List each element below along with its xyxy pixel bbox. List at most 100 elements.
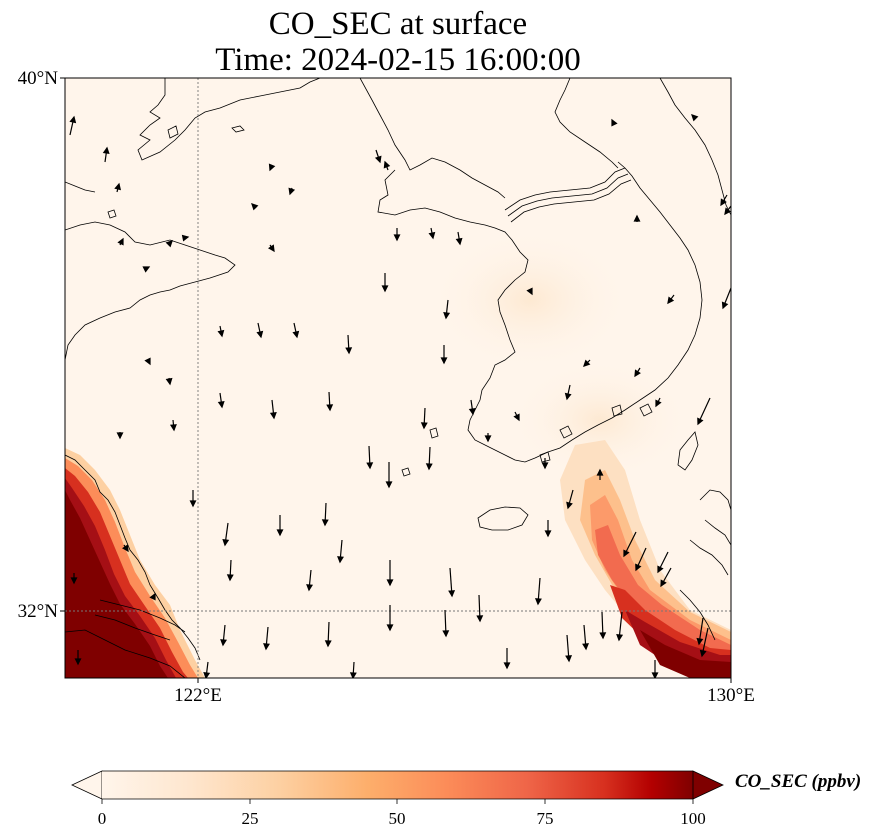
colorbar-tick: 50 xyxy=(389,809,406,828)
wind-arrow-head xyxy=(440,357,448,365)
colorbar-tick: 0 xyxy=(98,809,107,828)
lon-label-122e: 122°E xyxy=(174,685,222,706)
wind-arrow-head xyxy=(468,407,476,416)
wind-arrow-head xyxy=(117,237,124,246)
wind-arrow-head xyxy=(596,468,604,476)
wind-arrow-head xyxy=(306,584,314,592)
wind-arrow-head xyxy=(70,577,78,585)
wind-arrow-head xyxy=(667,296,675,305)
wind-arrow-head xyxy=(165,240,173,248)
colorbar-ramp xyxy=(102,771,693,799)
wind-arrow-head xyxy=(651,672,659,678)
wind-arrow-head xyxy=(657,565,664,574)
wind-arrow-head xyxy=(425,463,433,471)
wind-arrow-head xyxy=(448,590,456,598)
wind-arrow-head xyxy=(220,639,228,647)
wind-arrow-head xyxy=(114,182,122,191)
wind-arrow-head xyxy=(443,312,451,320)
wind-arrow-head xyxy=(324,640,332,648)
coastlines xyxy=(65,78,731,678)
lat-label-32n: 32°N xyxy=(18,601,59,622)
wind-arrow-head xyxy=(534,598,542,606)
wind-arrow-head xyxy=(169,424,177,432)
wind-arrow-head xyxy=(503,662,511,670)
wind-arrow-head xyxy=(165,377,173,386)
colorbar-extend-min xyxy=(71,770,103,800)
wind-arrow-head xyxy=(724,207,731,216)
lat-label-40n: 40°N xyxy=(18,68,59,89)
wind-arrow-head xyxy=(181,234,190,242)
wind-arrow-head xyxy=(633,214,641,222)
wind-arrow-head xyxy=(616,634,624,642)
wind-arrow-head xyxy=(74,658,82,666)
wind-arrow-head xyxy=(337,556,344,564)
wind-arrow-head xyxy=(611,118,618,127)
wind-arrow-head xyxy=(292,330,300,339)
wind-arrow-head xyxy=(203,672,211,678)
wind-arrow-head xyxy=(623,549,630,558)
wind-arrow-head xyxy=(217,400,225,409)
wind-arrow-head xyxy=(349,672,357,678)
co-plume-shanghai xyxy=(65,448,205,678)
wind-arrow-head xyxy=(383,160,391,169)
wind-arrow-head xyxy=(428,231,436,240)
wind-arrow-head xyxy=(366,462,374,470)
wind-arrow-head xyxy=(268,244,275,253)
wind-arrow-head xyxy=(655,399,662,408)
wind-arrow-head xyxy=(386,579,394,587)
wind-arrow-head xyxy=(226,574,234,582)
wind-arrow-head xyxy=(635,563,642,572)
wind-vectors xyxy=(69,114,731,678)
wind-arrow-head xyxy=(442,630,450,638)
wind-arrow-head xyxy=(599,632,607,640)
colorbar: 0 25 50 75 100 CO_SEC (ppbv) xyxy=(71,770,861,828)
wind-arrow-head xyxy=(476,615,484,623)
wind-arrow-head xyxy=(582,643,589,651)
wind-arrow-head xyxy=(69,115,77,124)
wind-arrow-head xyxy=(564,392,572,401)
wind-arrow-head xyxy=(386,624,394,632)
wind-arrow-head xyxy=(251,203,259,211)
colorbar-tick: 75 xyxy=(537,809,554,828)
wind-arrow-head xyxy=(420,422,428,430)
wind-arrow-head xyxy=(268,163,276,172)
map-time: Time: 2024-02-15 16:00:00 xyxy=(215,42,581,78)
wind-arrow-head xyxy=(122,544,129,553)
wind-arrow-head xyxy=(102,146,110,155)
wind-arrow-head xyxy=(149,592,156,601)
wind-arrow-head xyxy=(541,462,549,470)
map-frame xyxy=(64,77,732,679)
wind-arrow-head xyxy=(321,519,329,527)
wind-arrow-head xyxy=(217,329,225,338)
wind-arrow-head xyxy=(691,114,699,122)
wind-arrow-head xyxy=(697,417,704,426)
map-panel xyxy=(65,78,731,678)
wind-arrow-head xyxy=(385,481,393,489)
wind-arrow-head xyxy=(142,266,151,273)
colorbar-label: CO_SEC (ppbv) xyxy=(735,771,861,792)
wind-arrow-head xyxy=(222,538,230,547)
wind-arrow-head xyxy=(345,347,353,355)
wind-arrow-head xyxy=(513,413,520,422)
wind-arrow-head xyxy=(393,234,401,242)
colorbar-tick: 25 xyxy=(242,809,259,828)
wind-arrow-head xyxy=(526,287,533,296)
co-plume-korea-strait xyxy=(560,440,731,678)
wind-arrow-head xyxy=(565,655,573,663)
wind-arrow-head xyxy=(269,412,277,420)
wind-arrow-head xyxy=(699,649,707,658)
wind-arrow-head xyxy=(720,198,727,207)
wind-arrow-head xyxy=(288,187,296,196)
wind-arrow-head xyxy=(374,155,382,164)
wind-arrow-head xyxy=(721,301,729,310)
wind-arrow-head xyxy=(455,237,463,246)
wind-arrow-head xyxy=(144,357,151,366)
colorbar-extend-max xyxy=(692,770,724,800)
wind-arrow-head xyxy=(116,432,124,440)
wind-arrow-head xyxy=(189,500,197,508)
wind-arrow-head xyxy=(566,501,573,510)
wind-arrow-head xyxy=(484,435,492,443)
lon-label-130e: 130°E xyxy=(707,685,755,706)
wind-arrow-head xyxy=(634,369,641,378)
